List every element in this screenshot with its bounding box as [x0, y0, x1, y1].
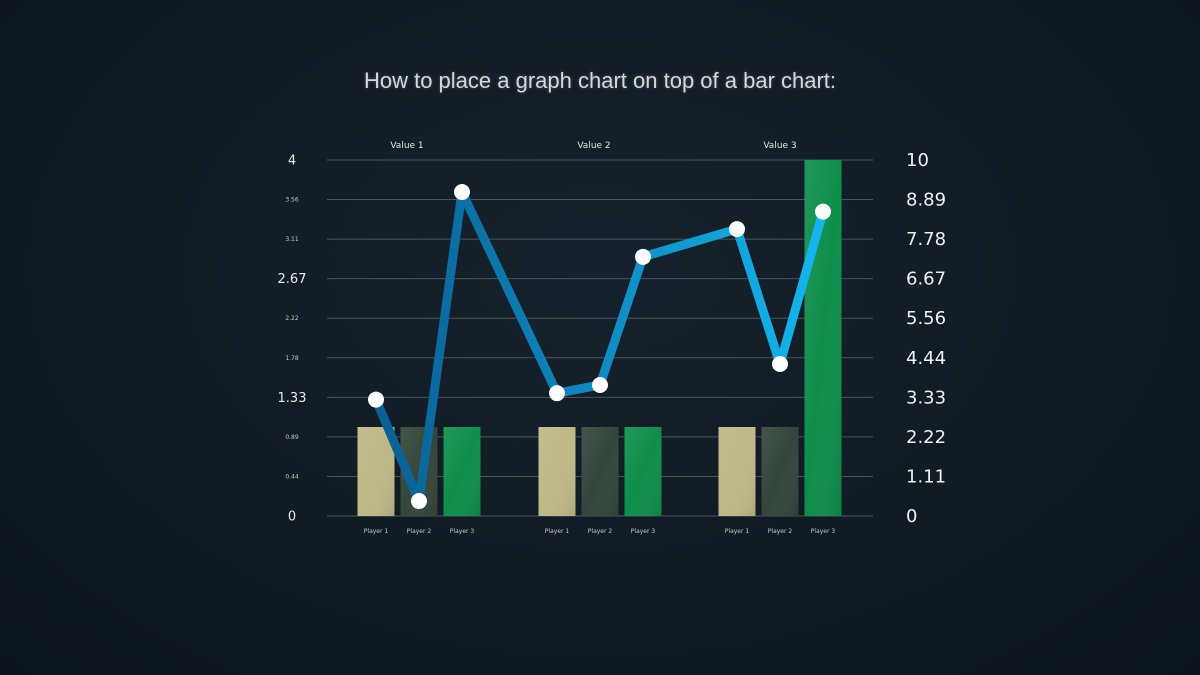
left-axis-tick-label: 3.11: [285, 236, 299, 243]
right-axis-tick-label: 10: [906, 150, 929, 171]
right-axis-tick-label: 4.44: [906, 348, 946, 369]
left-axis-tick-label: 0.89: [285, 434, 299, 441]
category-label: Player 1: [364, 528, 389, 535]
left-axis-tick-label: 0: [288, 510, 296, 525]
category-label: Player 2: [407, 528, 432, 535]
category-label: Player 1: [725, 528, 750, 535]
bar-shading: [761, 427, 799, 516]
left-axis-tick-label: 1.78: [285, 355, 299, 362]
category-label: Player 3: [811, 528, 836, 535]
bar-shading: [624, 427, 662, 516]
bars: [357, 160, 842, 516]
left-axis-tick-label: 1.33: [278, 391, 307, 406]
line-point: [411, 493, 427, 510]
group-labels: Value 1 Value 2 Value 3: [390, 141, 796, 151]
category-label: Player 3: [450, 528, 475, 535]
bar-shading: [443, 427, 481, 516]
right-axis-tick-label: 1.11: [906, 466, 946, 487]
left-axis-tick-label: 2.67: [278, 272, 307, 287]
left-axis-tick-label: 3.56: [285, 197, 299, 204]
group-label: Value 1: [390, 141, 423, 151]
right-axis: 0 1.11 2.22 3.33 4.44 5.56 6.67 7.78 8.89 10: [906, 150, 946, 527]
right-axis-tick-label: 3.33: [906, 387, 946, 408]
line-point: [454, 184, 470, 201]
bar-shading: [581, 427, 619, 516]
line-point: [592, 376, 608, 393]
right-axis-tick-label: 7.78: [906, 229, 946, 250]
left-axis-tick-label: 0.44: [285, 473, 299, 480]
category-label: Player 2: [588, 528, 613, 535]
category-label: Player 1: [545, 528, 570, 535]
line-point: [815, 203, 831, 220]
bar-shading: [357, 427, 395, 516]
line-point: [368, 391, 384, 408]
group-label: Value 3: [763, 141, 796, 151]
line-series: [368, 184, 831, 510]
left-axis-tick-label: 4: [288, 154, 296, 169]
line-point: [729, 221, 745, 238]
right-axis-tick-label: 0: [906, 506, 917, 527]
category-label: Player 2: [768, 528, 793, 535]
left-axis-tick-label: 2.22: [285, 315, 299, 322]
chart-title: How to place a graph chart on top of a b…: [363, 68, 837, 93]
line-point: [549, 385, 565, 402]
right-axis-tick-label: 8.89: [906, 190, 946, 211]
category-label: Player 3: [631, 528, 656, 535]
left-axis: 0 0.44 0.89 1.33 1.78 2.22 2.67 3.11 3.56 4: [278, 154, 307, 525]
right-axis-tick-label: 6.67: [906, 269, 946, 290]
right-axis-tick-label: 5.56: [906, 308, 946, 329]
line-point: [635, 248, 651, 265]
bar-shading: [718, 427, 756, 516]
group-label: Value 2: [577, 141, 610, 151]
right-axis-tick-label: 2.22: [906, 427, 946, 448]
bar-shading: [538, 427, 576, 516]
category-labels: Player 1 Player 2 Player 3 Player 1 Player 2…: [364, 528, 836, 535]
line-point: [772, 355, 788, 372]
